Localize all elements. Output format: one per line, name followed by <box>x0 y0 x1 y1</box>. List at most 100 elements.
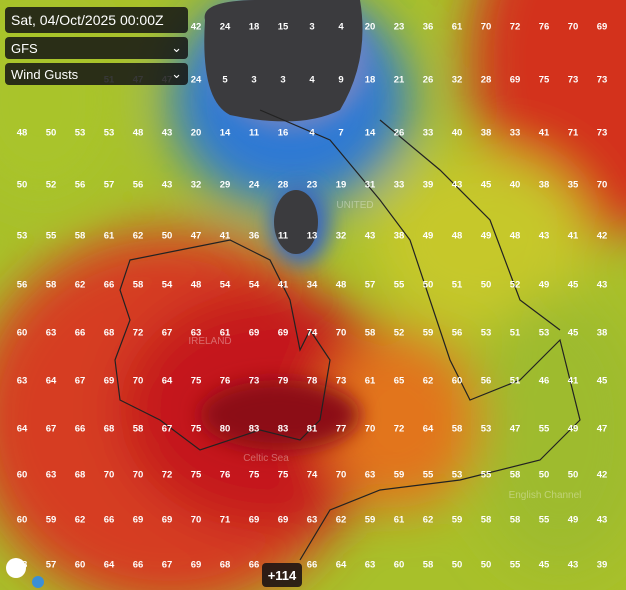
grid-value: 50 <box>568 470 579 481</box>
grid-value: 75 <box>539 75 550 86</box>
grid-value: 4 <box>338 22 344 33</box>
grid-value: 73 <box>597 75 608 86</box>
grid-value: 5 <box>222 75 228 86</box>
grid-value: 70 <box>336 328 347 339</box>
grid-value: 38 <box>481 128 492 139</box>
model-select[interactable]: GFS ⌄ <box>5 37 188 59</box>
grid-value: 65 <box>394 376 405 387</box>
grid-value: 58 <box>365 328 376 339</box>
grid-value: 50 <box>17 180 28 191</box>
grid-value: 61 <box>365 376 376 387</box>
grid-value: 53 <box>481 328 492 339</box>
grid-value: 72 <box>133 328 144 339</box>
grid-value: 45 <box>481 180 492 191</box>
grid-value: 49 <box>568 515 579 526</box>
grid-value: 64 <box>46 376 57 387</box>
grid-value: 69 <box>249 515 260 526</box>
grid-value: 54 <box>162 280 173 291</box>
grid-value: 35 <box>568 180 579 191</box>
grid-value: 23 <box>394 22 405 33</box>
grid-value: 55 <box>481 470 492 481</box>
grid-value: 66 <box>75 424 86 435</box>
grid-value: 60 <box>17 328 28 339</box>
grid-value: 69 <box>162 515 173 526</box>
grid-value: 70 <box>365 424 376 435</box>
grid-value: 58 <box>452 424 463 435</box>
grid-value: 66 <box>307 560 318 571</box>
grid-value: 81 <box>307 424 318 435</box>
grid-value: 63 <box>17 376 28 387</box>
grid-value: 42 <box>597 470 608 481</box>
grid-value: 43 <box>597 280 608 291</box>
grid-value: 68 <box>104 424 115 435</box>
grid-value: 73 <box>336 376 347 387</box>
grid-value: 71 <box>568 128 579 139</box>
grid-value: 59 <box>365 515 376 526</box>
layer-select[interactable]: Wind Gusts ⌄ <box>5 63 188 85</box>
grid-value: 73 <box>249 376 260 387</box>
grid-value: 55 <box>394 280 405 291</box>
grid-value: 64 <box>162 376 173 387</box>
grid-value: 60 <box>17 470 28 481</box>
grid-value: 69 <box>278 328 289 339</box>
grid-value: 67 <box>162 328 173 339</box>
grid-value: 63 <box>191 328 202 339</box>
grid-value: 68 <box>104 328 115 339</box>
grid-value: 43 <box>539 231 550 242</box>
grid-value: 11 <box>249 128 260 139</box>
grid-value: 20 <box>365 22 376 33</box>
grid-value: 56 <box>481 376 492 387</box>
layer-text: Wind Gusts <box>11 66 79 82</box>
grid-value: 70 <box>104 470 115 481</box>
grid-value: 53 <box>452 470 463 481</box>
grid-value: 64 <box>336 560 347 571</box>
grid-value: 32 <box>191 180 202 191</box>
grid-value: 19 <box>336 180 347 191</box>
grid-value: 70 <box>336 470 347 481</box>
grid-value: 32 <box>452 75 463 86</box>
grid-value: 69 <box>104 376 115 387</box>
grid-value: 47 <box>510 424 521 435</box>
grid-value: 69 <box>278 515 289 526</box>
grid-value: 48 <box>191 280 202 291</box>
grid-value: 53 <box>539 328 550 339</box>
time-offset[interactable]: +114 <box>262 563 302 587</box>
grid-value: 18 <box>365 75 376 86</box>
grid-value: 55 <box>46 231 57 242</box>
grid-value: 15 <box>278 22 289 33</box>
grid-value: 4 <box>309 75 315 86</box>
grid-value: 50 <box>452 560 463 571</box>
grid-value: 49 <box>481 231 492 242</box>
grid-value: 66 <box>104 515 115 526</box>
grid-value: 53 <box>17 231 28 242</box>
grid-value: 28 <box>481 75 492 86</box>
grid-value: 63 <box>46 470 57 481</box>
grid-value: 50 <box>162 231 173 242</box>
grid-value: 70 <box>133 376 144 387</box>
grid-value: 33 <box>394 180 405 191</box>
grid-value: 53 <box>75 128 86 139</box>
grid-value: 39 <box>423 180 434 191</box>
grid-value: 67 <box>162 424 173 435</box>
coastline <box>114 109 581 561</box>
grid-value: 75 <box>249 470 260 481</box>
grid-value: 42 <box>597 231 608 242</box>
grid-value: 55 <box>423 470 434 481</box>
grid-value: 62 <box>423 515 434 526</box>
grid-value: 50 <box>539 470 550 481</box>
grid-value: 49 <box>423 231 434 242</box>
grid-value: 58 <box>46 280 57 291</box>
grid-value: 45 <box>597 376 608 387</box>
grid-value: 57 <box>104 180 115 191</box>
grid-value: 62 <box>336 515 347 526</box>
grid-value: 52 <box>394 328 405 339</box>
datetime: Sat, 04/Oct/2025 00:00Z <box>5 7 188 33</box>
grid-value: 77 <box>336 424 347 435</box>
grid-value: 61 <box>220 328 231 339</box>
grid-value: 33 <box>423 128 434 139</box>
screen-icon[interactable] <box>6 558 26 578</box>
grid-value: 7 <box>338 128 343 139</box>
grid-value: 47 <box>597 424 608 435</box>
settings-icon[interactable] <box>32 576 44 588</box>
grid-value: 53 <box>481 424 492 435</box>
